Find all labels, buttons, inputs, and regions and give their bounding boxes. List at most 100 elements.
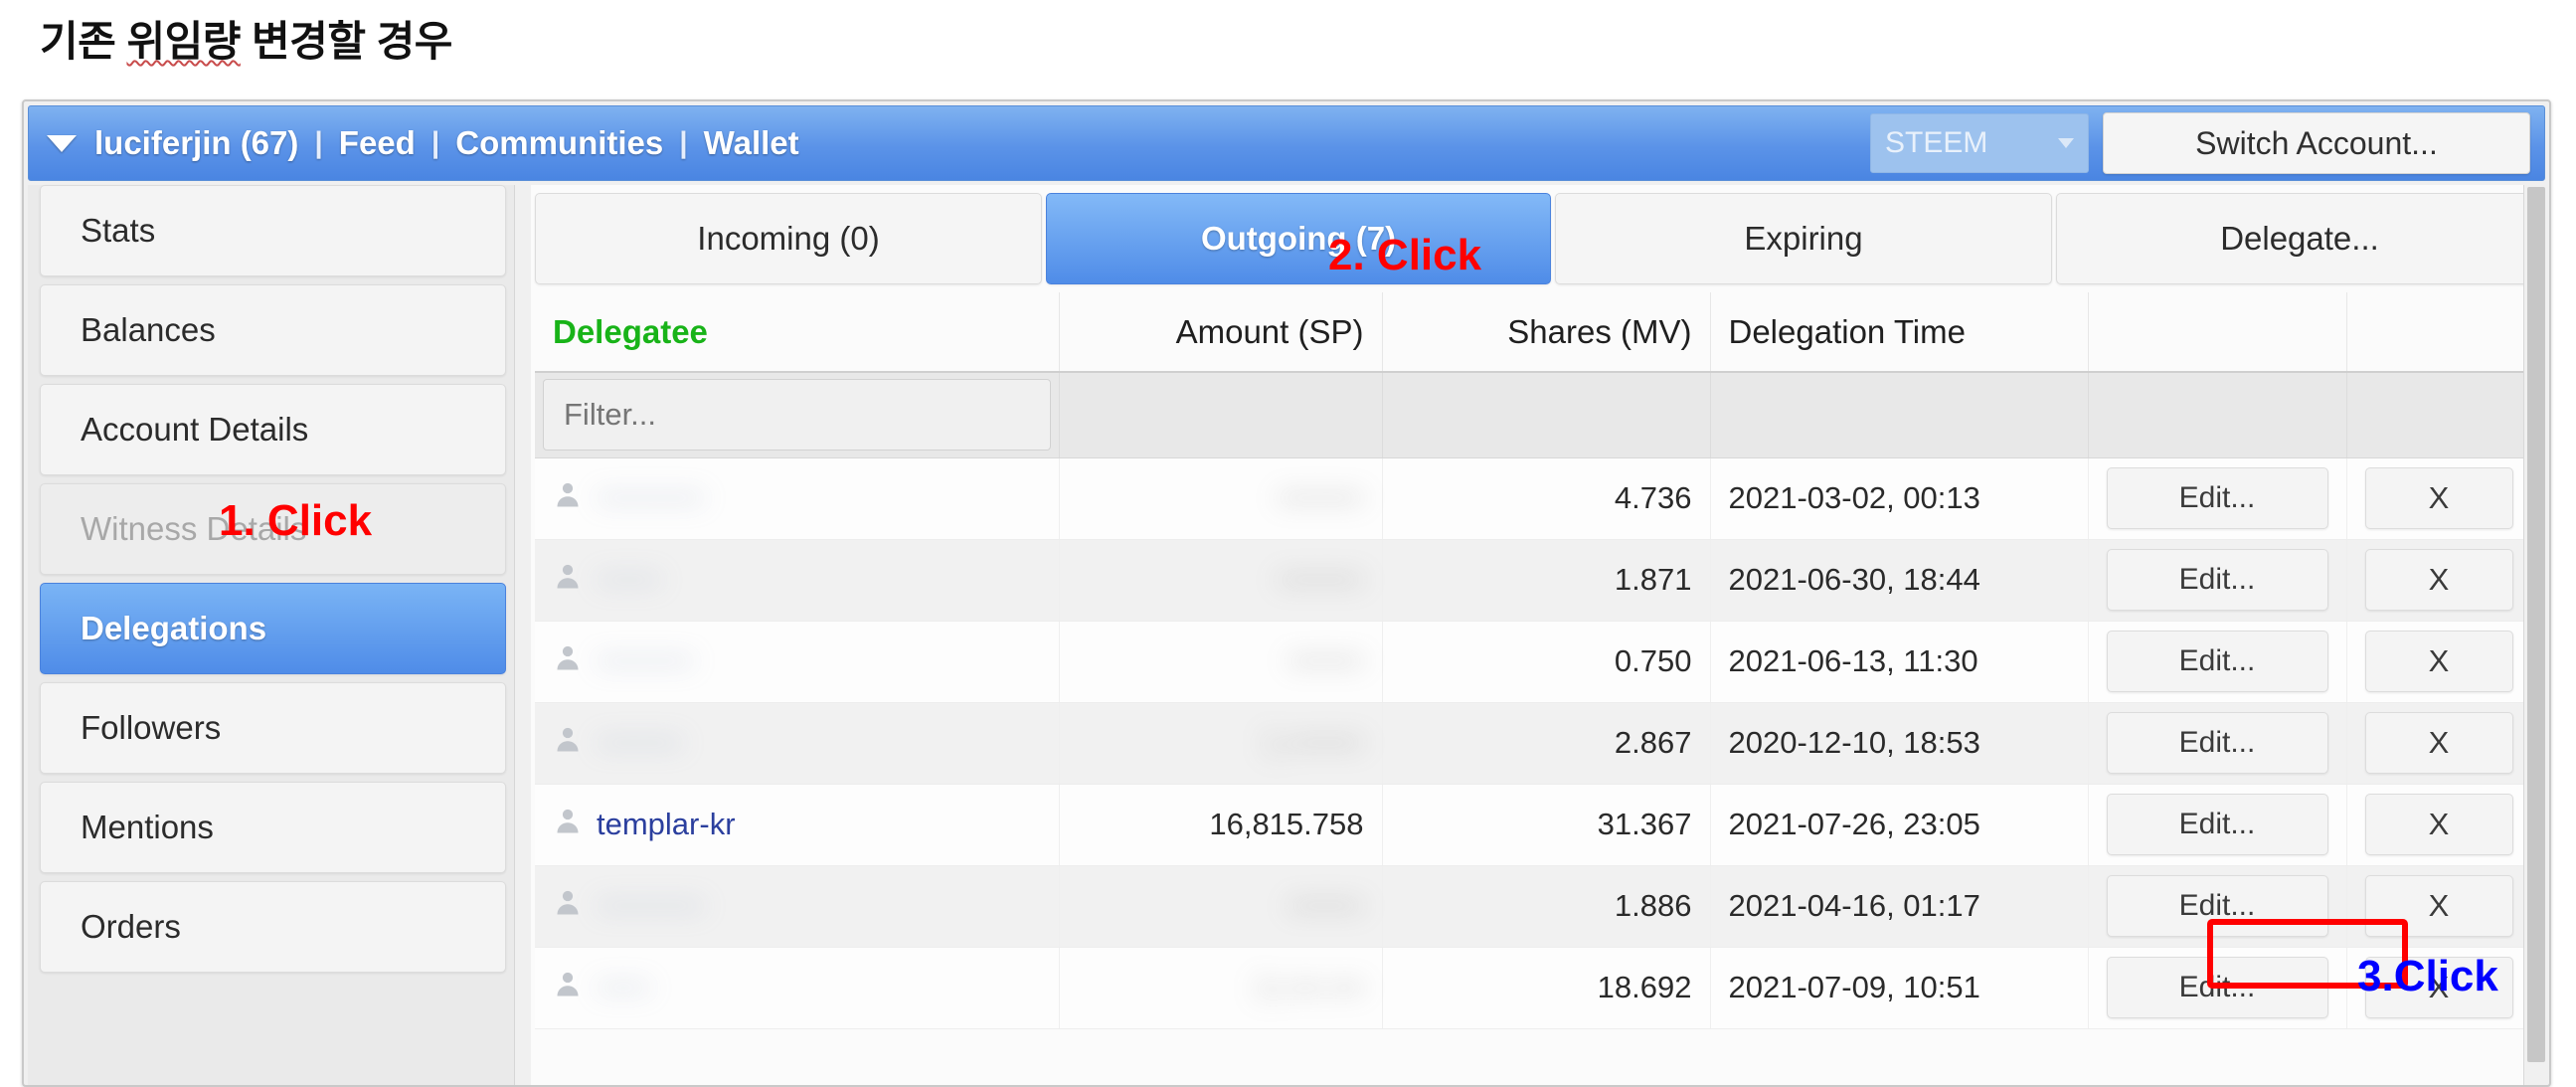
edit-delegation-button[interactable]: Edit... [2106, 631, 2328, 692]
cell-shares-mv: 2.867 [1382, 702, 1711, 785]
user-avatar-icon [553, 479, 583, 517]
delegatee-filter-input[interactable] [543, 379, 1051, 452]
user-avatar-icon [553, 887, 583, 925]
cell-shares-mv: 4.736 [1382, 457, 1711, 540]
delegations-table-body: •••••••••• •••••••• 4.736 2021-03-02, 00:13… [535, 457, 2532, 1029]
remove-delegation-button[interactable]: X [2364, 549, 2513, 611]
cell-amount-sp: ••••••• [1059, 621, 1383, 703]
column-header-delete [2346, 292, 2532, 373]
delegatee-name-link[interactable]: •••••• [597, 562, 662, 597]
cell-delegatee: •••••• [535, 539, 1060, 622]
table-row[interactable]: •••••••• 1,••••••• 2.867 2020-12-10, 18:53 E… [535, 702, 2532, 785]
user-avatar-icon [553, 969, 583, 1006]
cell-delegation-time: 2021-04-16, 01:17 [1710, 865, 2089, 948]
delegatee-name-link[interactable]: ••••• [597, 970, 651, 1004]
cell-delegatee: •••••••••• [535, 457, 1060, 540]
sidebar-item-account-details[interactable]: Account Details [40, 384, 506, 475]
delegatee-name-link[interactable]: •••••••• [597, 725, 683, 760]
edit-delegation-button[interactable]: Edit... [2106, 875, 2328, 937]
edit-delegation-button[interactable]: Edit... [2106, 712, 2328, 774]
cell-edit: Edit... [2088, 865, 2347, 948]
cell-amount-sp: 16,815.758 [1059, 784, 1383, 866]
cell-shares-mv: 1.886 [1382, 865, 1711, 948]
cell-shares-mv: 31.367 [1382, 784, 1711, 866]
tab-expiring[interactable]: Expiring [1555, 193, 2052, 284]
delegatee-name-link[interactable]: templar-kr [597, 807, 736, 841]
table-row[interactable]: •••••••••• •••••••• 4.736 2021-03-02, 00:13… [535, 457, 2532, 540]
delegatee-name-link[interactable]: •••••••••• [597, 888, 705, 923]
currency-select[interactable]: STEEM [1870, 113, 2089, 173]
caption-underlined-term: 위임량 [126, 18, 241, 65]
tab-incoming[interactable]: Incoming (0) [535, 193, 1042, 284]
remove-delegation-button[interactable]: X [2364, 794, 2513, 855]
caret-down-icon[interactable] [47, 134, 77, 152]
scrollbar-thumb[interactable] [2527, 187, 2545, 1062]
user-avatar-icon [553, 806, 583, 843]
sidebar-item-stats[interactable]: Stats [40, 185, 506, 276]
cell-delegation-time: 2020-12-10, 18:53 [1710, 702, 2089, 785]
account-name-link[interactable]: luciferjin (67) [94, 124, 299, 161]
remove-delegation-button[interactable]: X [2364, 712, 2513, 774]
remove-delegation-button[interactable]: X [2364, 467, 2513, 529]
cell-amount-sp: 1•,•••.••• [1059, 947, 1383, 1029]
cell-edit: Edit... [2088, 947, 2347, 1029]
switch-account-button[interactable]: Switch Account... [2103, 112, 2530, 174]
vertical-scrollbar[interactable] [2523, 185, 2547, 1085]
cell-shares-mv: 1.871 [1382, 539, 1711, 622]
tab-delegate-button[interactable]: Delegate... [2056, 193, 2543, 284]
filter-cell-amount [1059, 372, 1383, 458]
nav-separator: | [430, 126, 440, 159]
cell-amount-sp: •••••••• [1059, 457, 1383, 540]
cell-delete: X [2346, 702, 2532, 785]
currency-select-value: STEEM [1885, 126, 1988, 159]
edit-delegation-button[interactable]: Edit... [2106, 794, 2328, 855]
edit-delegation-button[interactable]: Edit... [2106, 467, 2328, 529]
delegations-table: Delegatee Amount (SP) Shares (MV) Delega… [535, 292, 2532, 1029]
cell-delegation-time: 2021-07-26, 23:05 [1710, 784, 2089, 866]
tab-outgoing[interactable]: Outgoing (7) [1046, 193, 1551, 284]
column-header-delegatee[interactable]: Delegatee [535, 292, 1060, 373]
table-row[interactable]: •••••••••• ••••••• 1.886 2021-04-16, 01:17 E… [535, 865, 2532, 948]
column-header-delegation-time[interactable]: Delegation Time [1710, 292, 2089, 373]
cell-delegation-time: 2021-06-30, 18:44 [1710, 539, 2089, 622]
remove-delegation-button[interactable]: X [2364, 631, 2513, 692]
cell-edit: Edit... [2088, 621, 2347, 703]
table-row[interactable]: templar-kr 16,815.758 31.367 2021-07-26, 23… [535, 784, 2532, 866]
page-caption: 기존 위임량 변경할 경우 [40, 8, 452, 69]
delegatee-name-link[interactable]: ••••••••• [597, 643, 694, 678]
delegatee-name-link[interactable]: •••••••••• [597, 480, 705, 515]
cell-delegatee: ••••• [535, 947, 1060, 1029]
delegation-tab-strip: Incoming (0) Outgoing (7) Expiring Deleg… [531, 193, 2543, 284]
nav-link-communities[interactable]: Communities [455, 124, 664, 161]
sidebar-item-balances[interactable]: Balances [40, 284, 506, 376]
cell-delegation-time: 2021-07-09, 10:51 [1710, 947, 2089, 1029]
sidebar-item-delegations[interactable]: Delegations [40, 583, 506, 674]
column-header-shares[interactable]: Shares (MV) [1382, 292, 1711, 373]
filter-cell-time [1710, 372, 2089, 458]
table-row[interactable]: ••••••••• ••••••• 0.750 2021-06-13, 11:30 Ed… [535, 621, 2532, 703]
sidebar-item-orders[interactable]: Orders [40, 881, 506, 973]
nav-separator: | [314, 126, 323, 159]
sidebar-item-mentions[interactable]: Mentions [40, 782, 506, 873]
cell-amount-sp: 1,••••••• [1059, 702, 1383, 785]
caption-suffix: 변경할 경우 [240, 18, 452, 65]
column-header-amount[interactable]: Amount (SP) [1059, 292, 1383, 373]
cell-amount-sp: ••••••• [1059, 865, 1383, 948]
cell-delete: X [2346, 457, 2532, 540]
sidebar-item-followers[interactable]: Followers [40, 682, 506, 774]
table-row[interactable]: ••••• 1•,•••.••• 18.692 2021-07-09, 10:51 Ed… [535, 947, 2532, 1029]
filter-cell-delegatee [535, 372, 1060, 458]
edit-delegation-button[interactable]: Edit... [2106, 957, 2328, 1018]
table-header-row: Delegatee Amount (SP) Shares (MV) Delega… [535, 292, 2532, 373]
nav-link-wallet[interactable]: Wallet [703, 124, 799, 161]
top-navigation-bar: luciferjin (67) | Feed | Communities | W… [28, 105, 2545, 181]
remove-delegation-button[interactable]: X [2364, 957, 2513, 1018]
edit-delegation-button[interactable]: Edit... [2106, 549, 2328, 611]
table-row[interactable]: •••••• •••••••• 1.871 2021-06-30, 18:44 Edit… [535, 539, 2532, 622]
nav-link-feed[interactable]: Feed [338, 124, 416, 161]
remove-delegation-button[interactable]: X [2364, 875, 2513, 937]
cell-delete: X [2346, 621, 2532, 703]
cell-delegation-time: 2021-06-13, 11:30 [1710, 621, 2089, 703]
cell-delete: X [2346, 865, 2532, 948]
cell-edit: Edit... [2088, 539, 2347, 622]
